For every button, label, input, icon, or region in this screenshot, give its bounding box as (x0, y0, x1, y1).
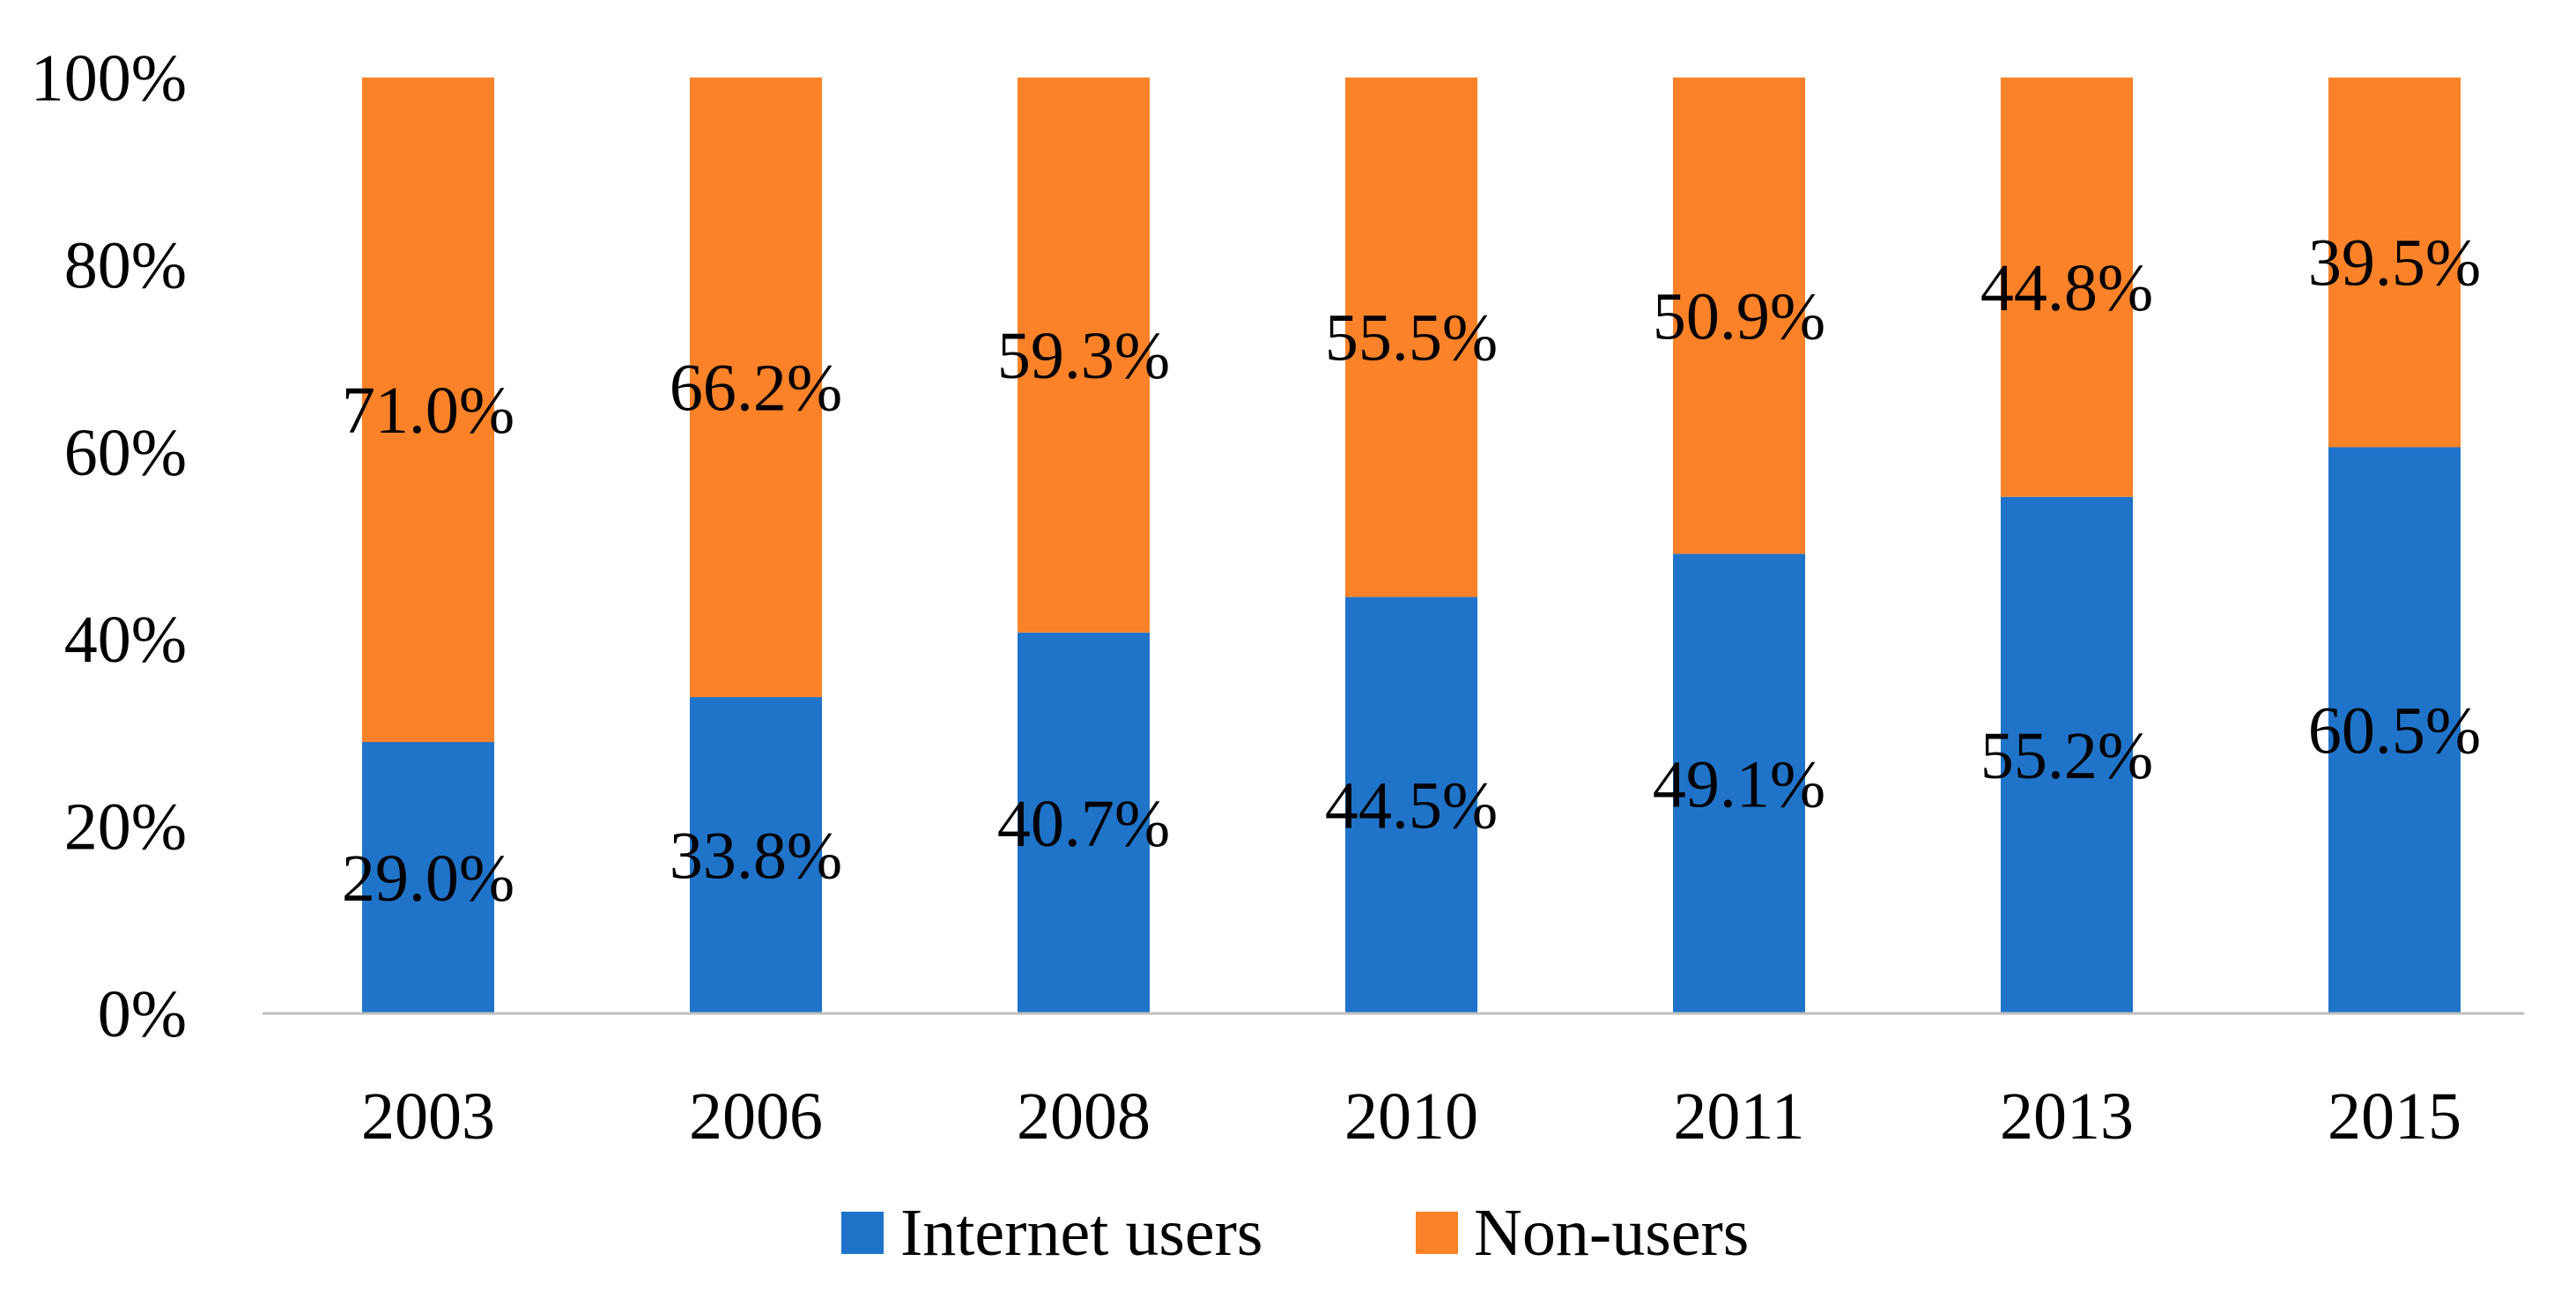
bar-segment-non-users (2001, 78, 2133, 497)
y-tick-label: 0% (98, 977, 187, 1051)
bar-segment-internet-users (1673, 553, 1805, 1013)
bar-segment-internet-users (2328, 447, 2461, 1013)
legend-label-internet-users: Internet users (900, 1196, 1263, 1270)
data-label: 55.2% (1980, 719, 2153, 793)
x-tick-label: 2006 (689, 1080, 823, 1154)
data-label: 71.0% (342, 374, 514, 448)
bar-segment-internet-users (2001, 496, 2133, 1013)
data-label: 55.5% (1325, 301, 1498, 375)
y-tick-label: 20% (64, 790, 187, 864)
x-tick-label: 2008 (1017, 1080, 1151, 1154)
data-label: 33.8% (670, 820, 842, 894)
y-tick-label: 40% (64, 603, 187, 677)
y-axis: 0% 20% 40% 60% 80% 100% (31, 41, 187, 1051)
data-label: 66.2% (670, 352, 842, 426)
y-tick-label: 100% (31, 41, 187, 115)
bar-segment-non-users (1673, 78, 1805, 554)
bars: 29.0% 71.0% 33.8% 66.2% 40.7% 59.3% 44.5% 55.5%… (342, 78, 2481, 1013)
bar-segment-non-users (362, 78, 494, 743)
x-tick-label: 2015 (2328, 1080, 2461, 1154)
bar-segment-internet-users (362, 742, 494, 1013)
data-label: 29.0% (342, 842, 514, 916)
bar-segment-non-users (1345, 78, 1477, 597)
bar-segment-internet-users (690, 697, 822, 1013)
x-tick-label: 2013 (2000, 1080, 2134, 1154)
x-axis: 2003 2006 2008 2010 2011 2013 2015 (263, 1012, 2524, 1154)
bar-segment-internet-users (1345, 597, 1477, 1013)
legend-label-non-users: Non-users (1474, 1196, 1749, 1270)
x-tick-label: 2010 (1344, 1080, 1478, 1154)
bar-segment-non-users (690, 78, 822, 698)
y-tick-label: 60% (64, 416, 187, 490)
x-tick-label: 2003 (361, 1080, 495, 1154)
data-label: 40.7% (997, 787, 1170, 861)
bar-segment-internet-users (1018, 632, 1150, 1013)
data-label: 60.5% (2308, 694, 2481, 768)
bar-segment-non-users (1018, 78, 1150, 633)
data-label: 50.9% (1653, 279, 1825, 353)
data-label: 59.3% (997, 319, 1170, 393)
data-label: 44.5% (1325, 769, 1498, 843)
bar-segment-non-users (2328, 78, 2461, 448)
y-tick-label: 80% (64, 228, 187, 302)
data-label: 39.5% (2308, 226, 2481, 300)
x-tick-label: 2011 (1673, 1080, 1804, 1154)
data-label: 44.8% (1980, 251, 2153, 325)
data-label: 49.1% (1653, 747, 1825, 821)
legend: Internet users Non-users (841, 1196, 1749, 1270)
legend-swatch-internet-users (841, 1212, 884, 1254)
legend-swatch-non-users (1416, 1212, 1458, 1254)
